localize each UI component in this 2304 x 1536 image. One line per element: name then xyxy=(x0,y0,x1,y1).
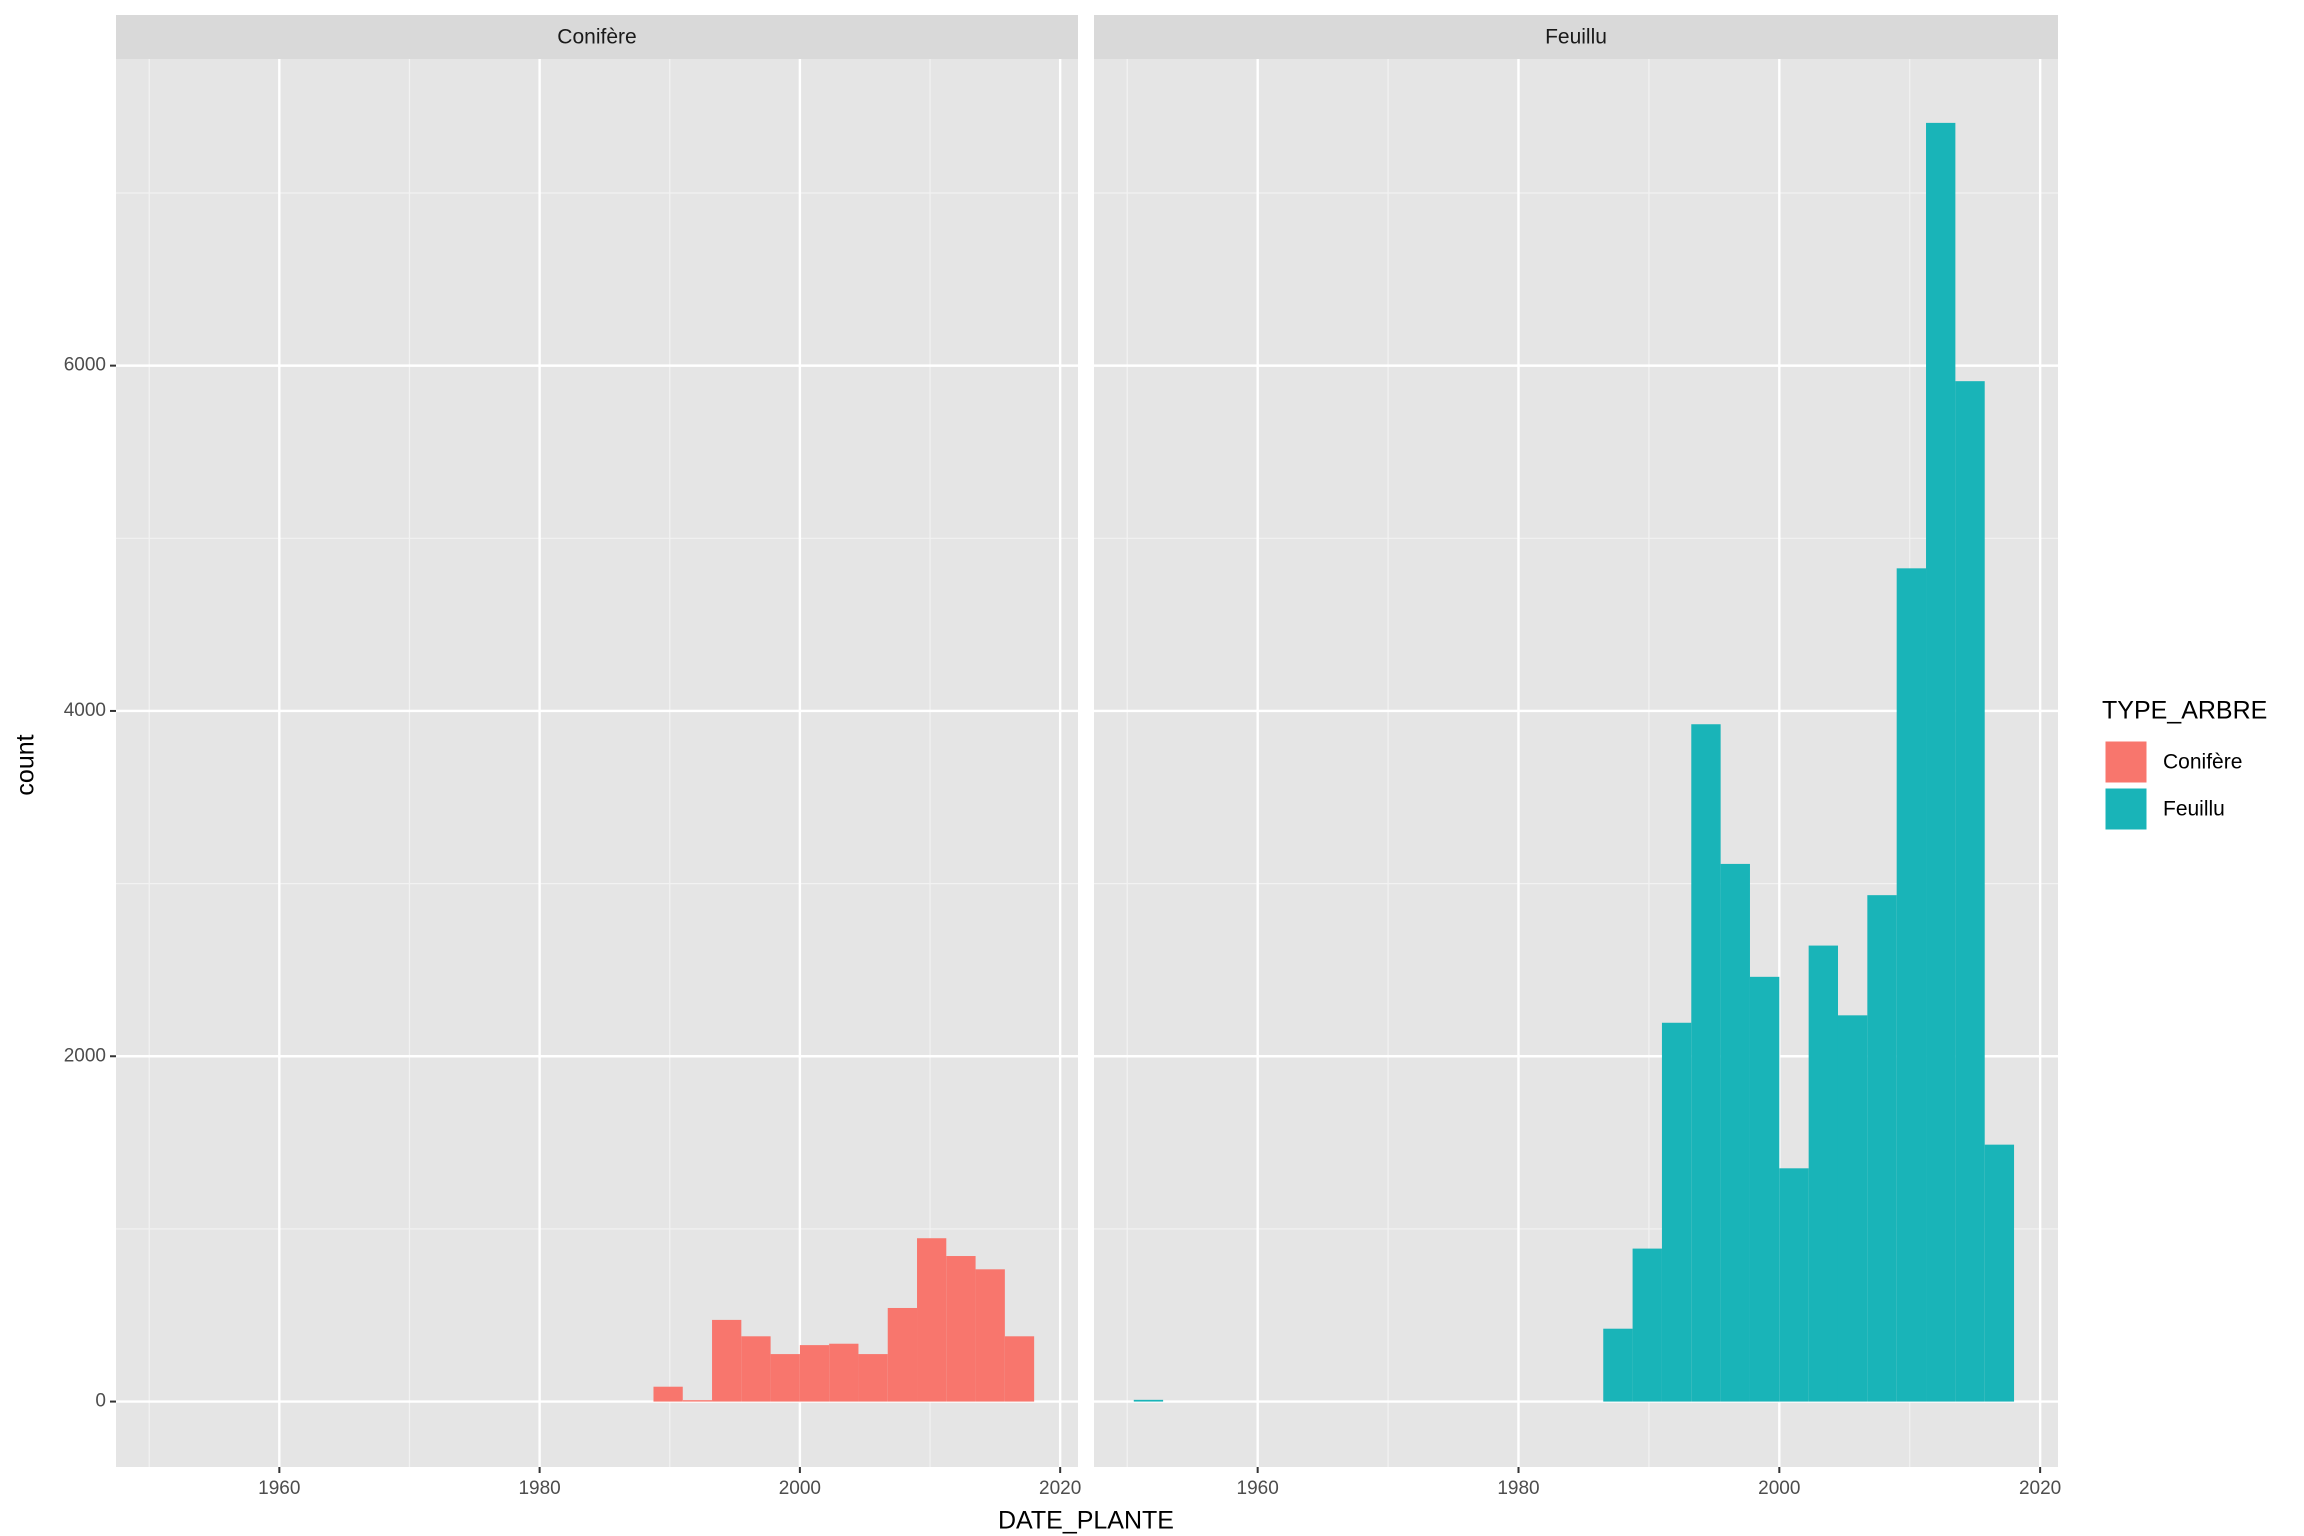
legend-key xyxy=(2104,740,2148,784)
bar xyxy=(1720,863,1750,1402)
strip-background xyxy=(116,15,1078,59)
y-tick-label: 4000 xyxy=(64,700,106,721)
bar xyxy=(887,1307,918,1402)
x-tick-label: 1960 xyxy=(258,1478,300,1499)
y-tick-label: 2000 xyxy=(64,1045,106,1066)
bar xyxy=(1867,895,1897,1402)
bar xyxy=(1133,1399,1164,1402)
bar xyxy=(1632,1248,1662,1402)
bar xyxy=(1896,568,1927,1402)
bar xyxy=(1837,1015,1868,1402)
x-tick-label: 2020 xyxy=(1039,1478,1081,1499)
bar xyxy=(1984,1144,2015,1402)
y-axis-title: count xyxy=(12,734,40,795)
bar xyxy=(741,1336,771,1402)
bar xyxy=(682,1400,713,1402)
bar xyxy=(858,1354,888,1402)
y-tick-label: 0 xyxy=(95,1391,106,1412)
bar xyxy=(917,1238,947,1402)
x-tick-label: 2020 xyxy=(2019,1478,2061,1499)
bar xyxy=(975,1269,1005,1402)
legend-key xyxy=(2104,787,2148,831)
bar xyxy=(1661,1022,1692,1402)
x-tick-label: 1980 xyxy=(1497,1478,1539,1499)
legend-label: Feuillu xyxy=(2163,798,2225,821)
y-tick-label: 6000 xyxy=(64,355,106,376)
panel-background xyxy=(116,59,1078,1467)
x-tick-label: 1960 xyxy=(1237,1478,1279,1499)
bar xyxy=(1691,724,1721,1402)
x-tick-label: 2000 xyxy=(779,1478,821,1499)
bar xyxy=(1808,945,1838,1402)
x-axis-title: DATE_PLANTE xyxy=(998,1507,1174,1535)
bar xyxy=(1955,381,1985,1402)
legend-label: Conifère xyxy=(2163,751,2242,774)
x-tick-label: 2000 xyxy=(1758,1478,1800,1499)
strip-background xyxy=(1094,15,2058,59)
strip-label: Feuillu xyxy=(1545,26,1607,49)
bar xyxy=(1603,1328,1633,1402)
bar xyxy=(946,1256,976,1402)
bar xyxy=(1926,122,1956,1402)
bar xyxy=(799,1345,830,1402)
bar xyxy=(770,1354,800,1402)
x-tick-label: 1980 xyxy=(518,1478,560,1499)
bar xyxy=(712,1319,742,1402)
bar xyxy=(653,1386,683,1402)
legend-title: TYPE_ARBRE xyxy=(2102,697,2267,725)
bar xyxy=(1779,1168,1809,1402)
bar xyxy=(1749,976,1780,1402)
strip-label: Conifère xyxy=(557,26,636,49)
bar xyxy=(1004,1336,1035,1402)
bar xyxy=(829,1343,859,1402)
